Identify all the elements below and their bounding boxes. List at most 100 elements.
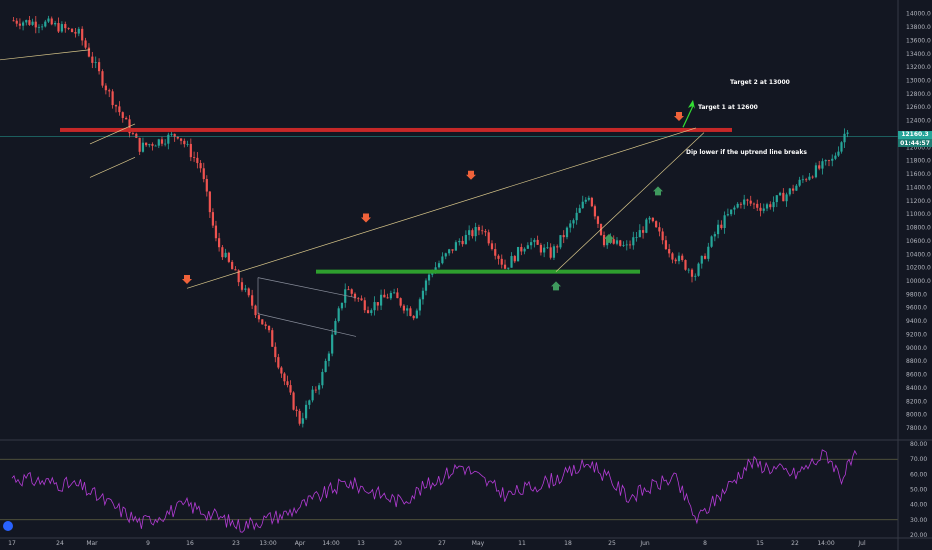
candle-body[interactable] [91,56,94,63]
candle-body[interactable] [141,142,145,152]
candle-body[interactable] [549,247,552,258]
candle-body[interactable] [575,212,578,221]
candle-body[interactable] [205,179,208,192]
candle-body[interactable] [308,400,311,405]
candle-body[interactable] [694,275,697,277]
candle-body[interactable] [412,315,415,319]
candle-body[interactable] [775,195,778,203]
candle-body[interactable] [615,240,619,244]
candle-body[interactable] [77,28,80,34]
candle-body[interactable] [379,294,383,306]
candle-body[interactable] [451,249,454,251]
candle-body[interactable] [785,194,788,202]
candle-body[interactable] [590,197,593,207]
candle-body[interactable] [247,288,250,296]
candle-body[interactable] [41,26,44,28]
candle-body[interactable] [84,40,87,48]
candle-body[interactable] [114,105,118,107]
candle-body[interactable] [530,242,533,246]
candle-body[interactable] [792,188,795,191]
candle-body[interactable] [298,410,301,424]
candle-body[interactable] [202,168,205,180]
candle-body[interactable] [366,310,370,314]
candle-body[interactable] [386,297,389,299]
price-pane[interactable] [0,15,932,441]
candle-body[interactable] [769,204,772,208]
candle-body[interactable] [221,247,224,258]
candle-body[interactable] [254,305,257,316]
candle-body[interactable] [730,209,733,215]
candle-body[interactable] [772,202,775,208]
candle-body[interactable] [125,117,128,120]
candle-body[interactable] [805,179,808,181]
candle-body[interactable] [668,249,671,254]
candle-body[interactable] [448,249,451,254]
candle-body[interactable] [635,237,638,239]
candle-body[interactable] [658,227,661,232]
candle-body[interactable] [54,23,57,25]
candle-body[interactable] [539,244,542,253]
candle-body[interactable] [214,225,218,239]
candle-body[interactable] [360,298,363,301]
candle-body[interactable] [490,243,494,250]
candle-body[interactable] [716,224,720,235]
candle-body[interactable] [606,241,609,246]
candle-body[interactable] [552,246,556,258]
rsi-axis[interactable]: 80.00 70.00 60.00 50.00 40.00 30.00 20.00 [910,441,927,539]
candle-body[interactable] [500,258,503,265]
candle-body[interactable] [357,298,360,300]
time-axis[interactable]: 17 24 Mar 9 16 23 13:00 Apr 14:00 13 20 27 May 11 18 25… [8,540,866,547]
candle-body[interactable] [393,292,396,294]
candle-body[interactable] [756,203,759,208]
candle-body[interactable] [389,292,392,299]
candle-body[interactable] [798,179,801,186]
candle-body[interactable] [628,244,632,246]
candle-body[interactable] [173,133,176,137]
candle-body[interactable] [664,240,668,250]
candle-body[interactable] [406,308,409,311]
candle-body[interactable] [481,230,484,232]
candle-body[interactable] [697,263,700,276]
candle-body[interactable] [167,134,170,144]
candle-body[interactable] [424,280,428,291]
candle-body[interactable] [782,192,785,202]
candle-body[interactable] [765,204,769,209]
candle-body[interactable] [267,325,271,331]
candle-body[interactable] [274,346,277,358]
candle-body[interactable] [192,157,196,158]
candle-body[interactable] [638,230,641,238]
candle-body[interactable] [458,240,461,243]
support-zone[interactable] [316,269,640,274]
candle-body[interactable] [437,263,441,268]
candle-body[interactable] [671,253,674,260]
candle-body[interactable] [471,230,474,237]
candle-body[interactable] [347,289,350,291]
candle-body[interactable] [376,302,379,306]
candle-body[interactable] [94,62,97,63]
candle-body[interactable] [292,392,295,410]
candle-body[interactable] [337,308,340,322]
candle-body[interactable] [431,273,434,275]
candle-body[interactable] [176,136,179,139]
rsi-line[interactable] [11,449,858,533]
candle-body[interactable] [164,143,167,145]
tradingview-logo-icon[interactable] [3,521,13,531]
candle-body[interactable] [818,165,821,169]
rising-resistance-line[interactable] [186,127,697,289]
candle-body[interactable] [151,144,154,146]
candle-body[interactable] [396,292,399,299]
candle-body[interactable] [687,269,690,271]
candle-body[interactable] [684,260,687,270]
candle-body[interactable] [121,112,124,118]
candle-body[interactable] [87,47,91,57]
candle-body[interactable] [67,28,70,29]
candle-body[interactable] [28,20,31,25]
candle-body[interactable] [311,389,314,401]
candle-body[interactable] [145,142,148,146]
candle-body[interactable] [641,230,645,233]
candle-body[interactable] [581,201,584,209]
flag-channel-upper[interactable] [257,277,357,299]
channel-mar-lower[interactable] [89,157,136,178]
candle-body[interactable] [81,28,84,41]
candle-body[interactable] [543,247,546,253]
